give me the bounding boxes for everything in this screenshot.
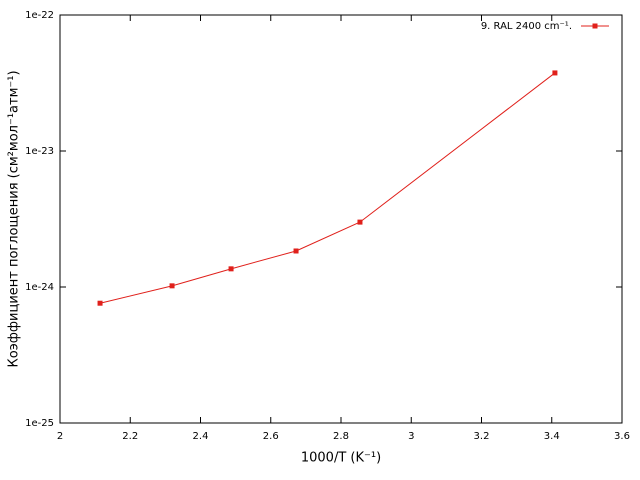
x-tick-label: 3 (408, 431, 414, 442)
data-point (552, 70, 558, 76)
y-axis-label: Коэффициент поглощения (см²мол⁻¹атм⁻¹) (7, 70, 22, 367)
x-tick-label: 3.2 (474, 431, 490, 442)
data-point (228, 266, 234, 272)
y-tick-label: 1e-23 (25, 146, 54, 157)
x-axis-label: 1000/T (K⁻¹) (301, 451, 381, 466)
x-tick-label: 3.6 (614, 431, 630, 442)
legend-marker (592, 23, 598, 29)
x-tick-label: 3.4 (544, 431, 560, 442)
data-point (97, 300, 103, 306)
x-tick-label: 2.8 (333, 431, 349, 442)
legend-label: 9. RAL 2400 cm⁻¹. (481, 21, 572, 32)
x-tick-label: 2.2 (122, 431, 138, 442)
y-tick-label: 1e-24 (25, 282, 54, 293)
x-tick-label: 2.6 (263, 431, 279, 442)
y-tick-label: 1e-22 (25, 10, 54, 21)
x-tick-label: 2 (57, 431, 63, 442)
series-line (99, 72, 556, 304)
data-point (293, 248, 299, 254)
data-point (169, 283, 175, 289)
y-tick-label: 1e-25 (25, 418, 54, 429)
plot-frame (59, 14, 623, 424)
data-point (357, 219, 363, 225)
x-tick-label: 2.4 (193, 431, 209, 442)
